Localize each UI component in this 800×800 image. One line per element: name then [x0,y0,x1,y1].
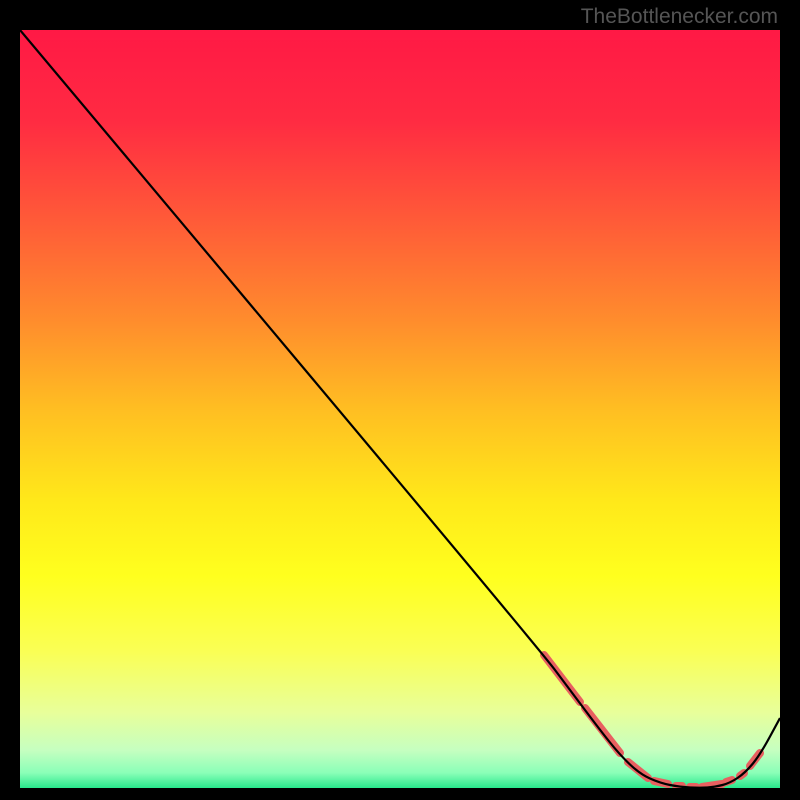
chart-background [20,30,780,788]
plot-area [20,30,780,788]
chart-container: TheBottlenecker.com [0,0,800,800]
chart-svg [20,30,780,788]
attribution-text: TheBottlenecker.com [581,5,778,29]
